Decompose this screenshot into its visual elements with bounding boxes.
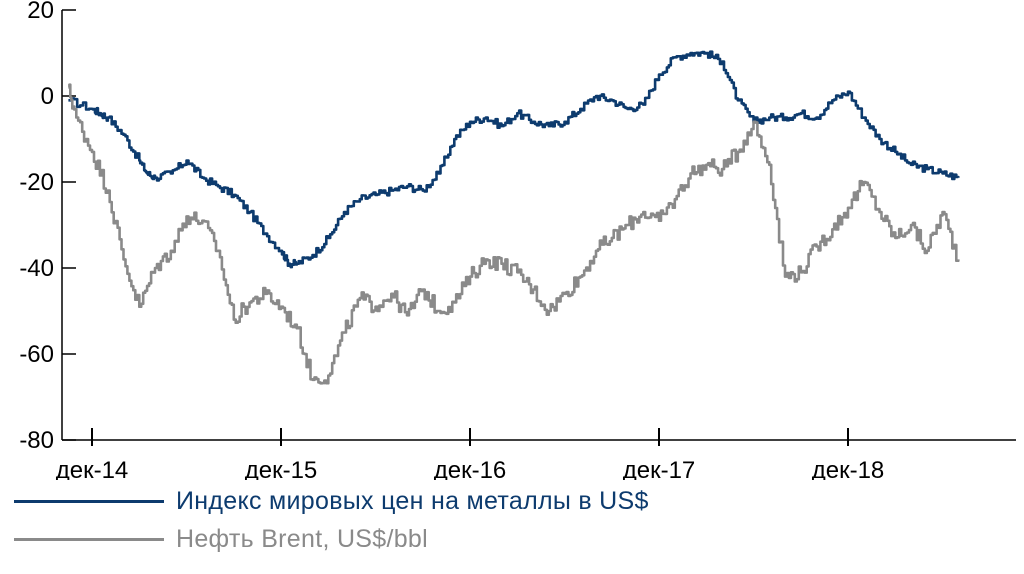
legend-label-brent: Нефть Brent, US$/bbl	[176, 524, 428, 553]
series-lines	[68, 50, 960, 385]
y-tick-label: -60	[19, 341, 54, 368]
x-tick-label: дек-16	[434, 457, 507, 480]
series-line-metals	[68, 50, 960, 269]
y-tick-label: -40	[19, 255, 54, 282]
x-tick-label: дек-15	[245, 457, 318, 480]
legend-swatch-brent	[14, 537, 164, 541]
series-line-brent	[68, 83, 960, 385]
x-axis-ticks: дек-14 дек-15 дек-16 дек-17 дек-18	[56, 428, 885, 480]
x-tick-label: дек-17	[623, 457, 696, 480]
y-axis-ticks: 20 0 -20 -40 -60 -80	[19, 0, 76, 454]
y-tick-label: -80	[19, 427, 54, 454]
y-tick-label: -20	[19, 169, 54, 196]
x-tick-label: дек-14	[56, 457, 129, 480]
line-chart: 20 0 -20 -40 -60 -80 дек-14 дек-15 дек-16 дек-17…	[19, 0, 1016, 480]
x-tick-label: дек-18	[812, 457, 885, 480]
legend-swatch-metals	[14, 499, 164, 503]
legend-item-metals: Индекс мировых цен на металлы в US$	[14, 482, 649, 520]
legend-item-brent: Нефть Brent, US$/bbl	[14, 520, 649, 558]
y-tick-label: 0	[41, 83, 54, 110]
legend: Индекс мировых цен на металлы в US$ Нефт…	[14, 482, 649, 558]
legend-label-metals: Индекс мировых цен на металлы в US$	[176, 486, 649, 515]
y-tick-label: 20	[27, 0, 54, 24]
chart-axes	[61, 10, 1016, 441]
